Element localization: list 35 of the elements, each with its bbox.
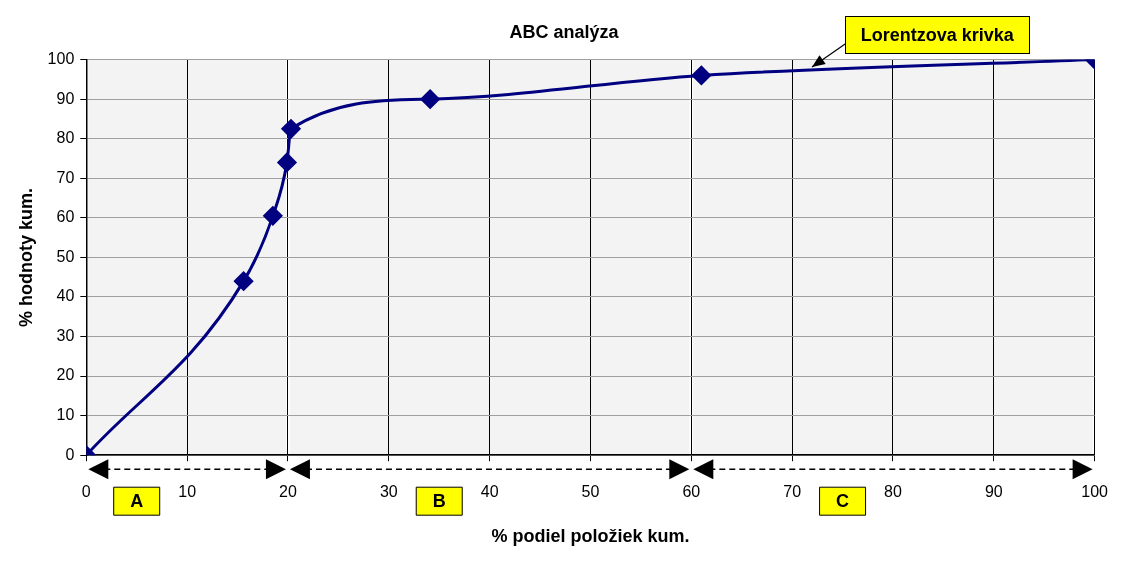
y-tick-label: 70 xyxy=(56,168,75,186)
x-tick-label: 0 xyxy=(81,483,91,501)
x-tick-label: 70 xyxy=(783,483,802,501)
series-label: Lorentzova krivka xyxy=(844,16,1030,54)
x-tick-label: 30 xyxy=(379,483,398,501)
x-tick-label: 40 xyxy=(480,483,499,501)
y-tick-label: 80 xyxy=(56,129,75,147)
y-tick-label: 50 xyxy=(56,247,75,265)
x-tick-label: 20 xyxy=(279,483,297,501)
point xyxy=(420,89,440,109)
y-tick-label: 100 xyxy=(47,50,75,68)
point xyxy=(277,152,297,172)
band-label: C xyxy=(836,491,850,512)
x-tick-label: 80 xyxy=(884,483,902,501)
x-axis-title: % podiel položiek kum. xyxy=(491,526,690,547)
x-tick-label: 10 xyxy=(178,483,197,501)
y-tick-label: 0 xyxy=(65,445,75,463)
x-tick-label: 100 xyxy=(1081,483,1109,501)
point xyxy=(691,65,711,85)
y-tick-label: 60 xyxy=(56,208,75,226)
point xyxy=(263,206,283,226)
x-tick-label: 50 xyxy=(581,483,600,501)
band-label: A xyxy=(130,491,144,512)
y-tick-label: 30 xyxy=(56,326,75,344)
band-label: B xyxy=(432,491,446,512)
y-axis-title: % hodnoty kum. xyxy=(15,187,36,327)
x-tick-label: 90 xyxy=(984,483,1003,501)
y-tick-label: 10 xyxy=(56,406,75,424)
x-tick-label: 60 xyxy=(682,483,701,501)
point xyxy=(234,271,254,291)
y-tick-label: 40 xyxy=(56,287,75,305)
y-tick-label: 20 xyxy=(56,366,75,384)
chart-title: ABC analýza xyxy=(509,21,620,42)
y-tick-label: 90 xyxy=(56,89,75,107)
point xyxy=(281,119,301,139)
